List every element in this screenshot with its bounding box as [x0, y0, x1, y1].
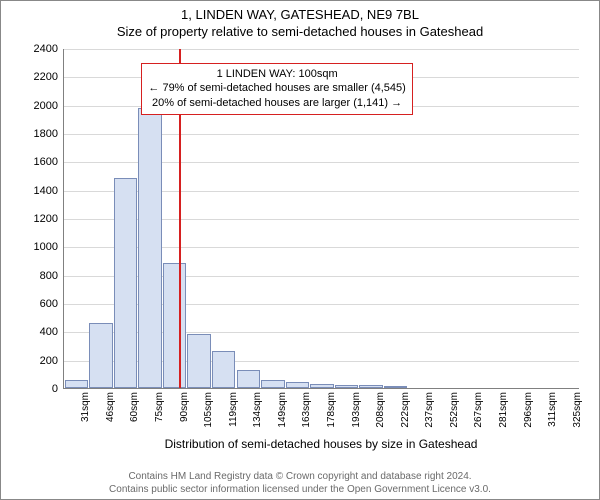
x-tick: 75sqm — [154, 392, 165, 422]
bar — [335, 385, 358, 388]
x-tick: 163sqm — [301, 392, 312, 428]
gridline — [64, 49, 579, 50]
x-tick: 237sqm — [424, 392, 435, 428]
y-tick: 2400 — [34, 43, 58, 55]
y-tick: 1600 — [34, 156, 58, 168]
bar — [310, 384, 333, 388]
x-tick: 60sqm — [129, 392, 140, 422]
bar — [359, 385, 382, 388]
x-tick: 252sqm — [449, 392, 460, 428]
x-tick: 149sqm — [277, 392, 288, 428]
y-tick: 1400 — [34, 185, 58, 197]
x-tick: 178sqm — [326, 392, 337, 428]
annotation-line-3: 20% of semi-detached houses are larger (… — [148, 96, 405, 111]
annotation-line-1: 1 LINDEN WAY: 100sqm — [148, 67, 405, 82]
x-tick: 208sqm — [375, 392, 386, 428]
y-tick: 2200 — [34, 71, 58, 83]
bar — [286, 382, 309, 388]
annotation-line-2: ← 79% of semi-detached houses are smalle… — [148, 81, 405, 96]
footer-line-2: Contains public sector information licen… — [1, 484, 599, 497]
bar — [138, 108, 161, 389]
x-tick: 325sqm — [572, 392, 583, 428]
bar — [114, 178, 137, 388]
bar — [89, 323, 112, 388]
y-tick: 200 — [40, 355, 58, 367]
x-tick: 105sqm — [203, 392, 214, 428]
bar — [187, 334, 210, 388]
x-tick: 31sqm — [80, 392, 91, 422]
plot-area: 0200400600800100012001400160018002000220… — [63, 49, 579, 389]
bar — [237, 370, 260, 388]
y-tick: 1200 — [34, 213, 58, 225]
chart-title-2: Size of property relative to semi-detach… — [1, 24, 599, 39]
bar — [261, 380, 284, 389]
bar — [384, 386, 407, 388]
x-tick: 134sqm — [252, 392, 263, 428]
y-tick: 600 — [40, 298, 58, 310]
x-tick: 193sqm — [351, 392, 362, 428]
y-tick: 0 — [52, 383, 58, 395]
x-tick: 311sqm — [547, 392, 558, 427]
x-tick: 90sqm — [179, 392, 190, 422]
y-tick: 1000 — [34, 241, 58, 253]
x-tick: 46sqm — [105, 392, 116, 422]
bar — [212, 351, 235, 388]
x-tick: 119sqm — [228, 392, 239, 427]
x-axis-label: Distribution of semi-detached houses by … — [63, 437, 579, 451]
x-tick: 281sqm — [498, 392, 509, 428]
chart-container: 1, LINDEN WAY, GATESHEAD, NE9 7BL Size o… — [0, 0, 600, 500]
footer-line-1: Contains HM Land Registry data © Crown c… — [1, 471, 599, 484]
y-tick: 400 — [40, 326, 58, 338]
bar — [65, 380, 88, 389]
x-tick: 296sqm — [523, 392, 534, 428]
chart-title-1: 1, LINDEN WAY, GATESHEAD, NE9 7BL — [1, 7, 599, 22]
footer: Contains HM Land Registry data © Crown c… — [1, 471, 599, 496]
y-tick: 800 — [40, 270, 58, 282]
x-tick: 267sqm — [473, 392, 484, 428]
x-tick: 222sqm — [400, 392, 411, 428]
x-axis-label-wrap: Distribution of semi-detached houses by … — [63, 435, 579, 451]
y-tick: 2000 — [34, 100, 58, 112]
bar — [163, 263, 186, 388]
plot: 0200400600800100012001400160018002000220… — [63, 49, 579, 389]
y-tick: 1800 — [34, 128, 58, 140]
annotation-box: 1 LINDEN WAY: 100sqm← 79% of semi-detach… — [141, 63, 412, 116]
